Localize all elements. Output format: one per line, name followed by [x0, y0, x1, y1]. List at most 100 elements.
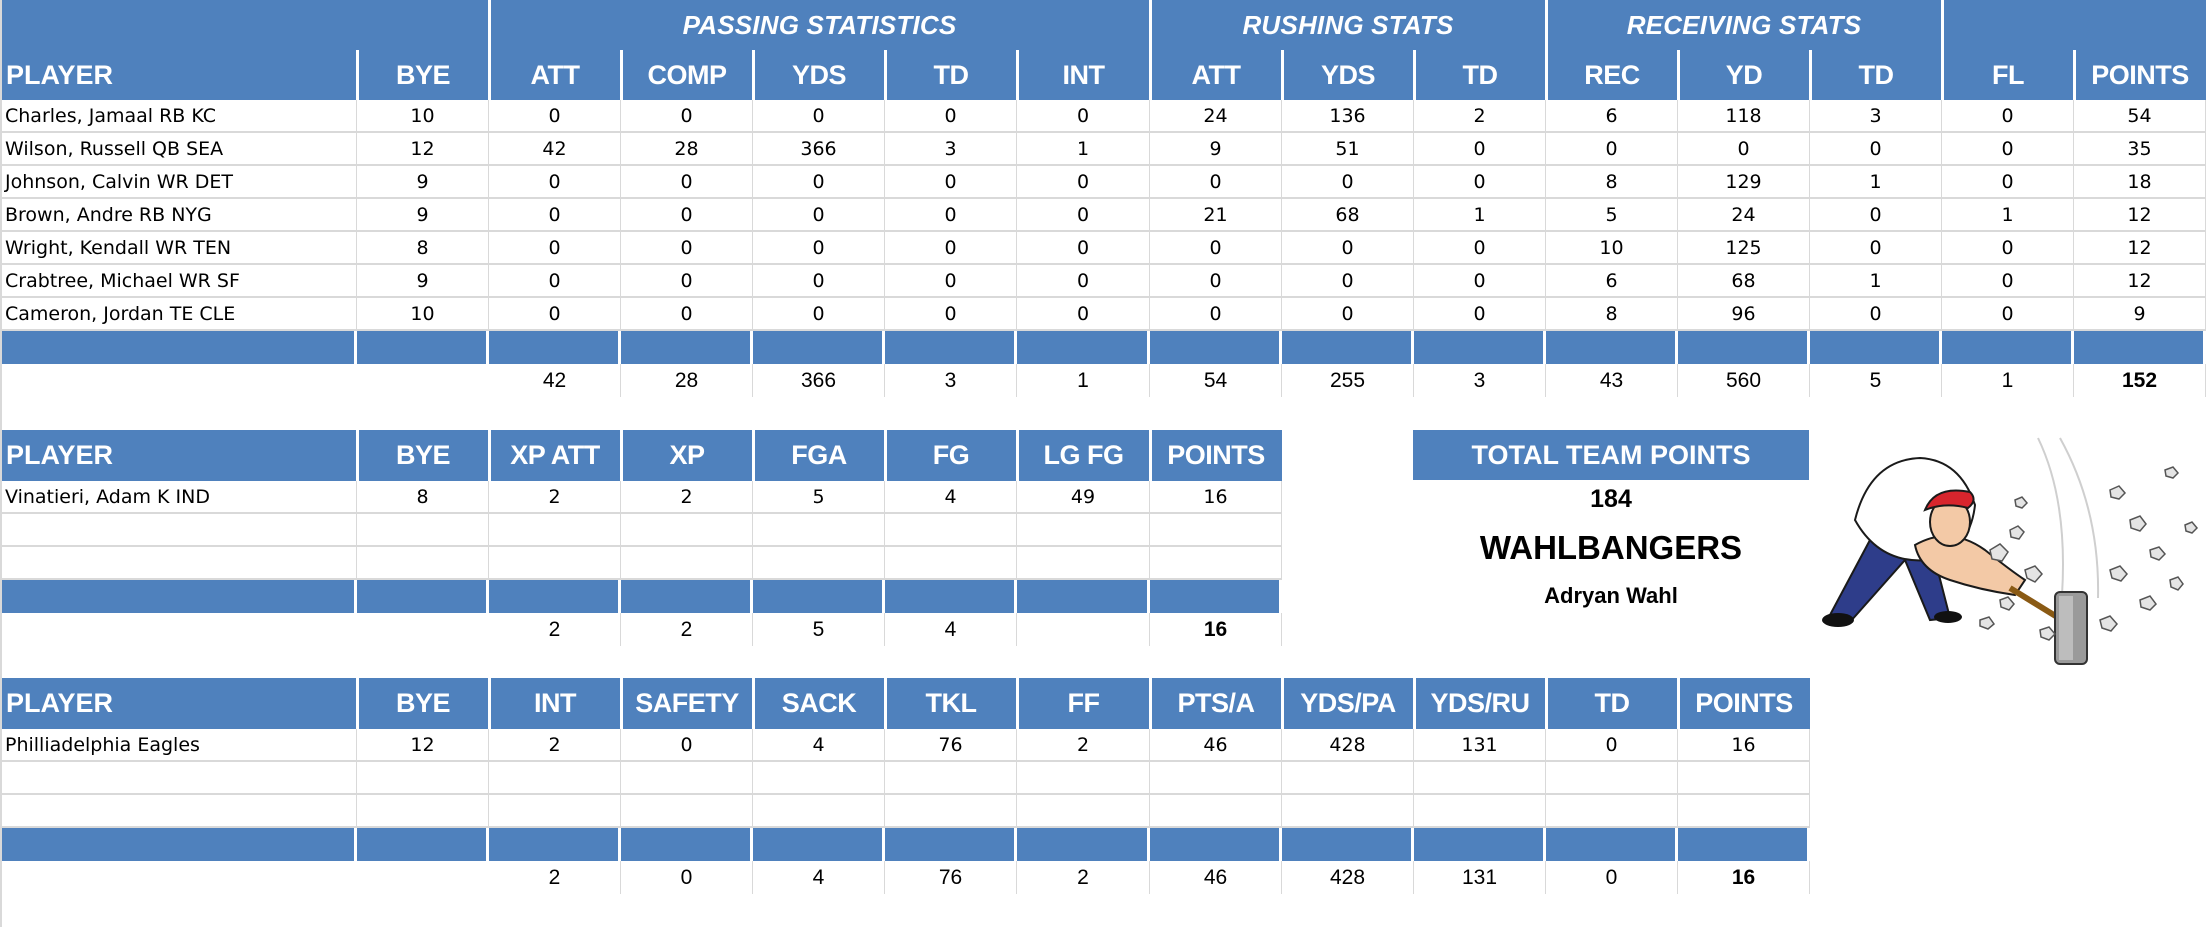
stat-cell-int[interactable]: 0 — [1017, 265, 1150, 298]
column-header-sack[interactable]: SACK — [781, 688, 857, 718]
stat-cell-rec[interactable]: 10 — [1546, 232, 1678, 265]
stat-cell-int[interactable] — [489, 762, 621, 795]
stat-cell-td[interactable]: 1 — [1810, 166, 1942, 199]
stat-cell-td[interactable]: 1 — [1810, 265, 1942, 298]
stat-cell-att[interactable]: 0 — [1150, 232, 1282, 265]
stat-cell-yds[interactable]: 0 — [753, 265, 885, 298]
column-header-xp[interactable]: XP — [669, 440, 705, 470]
column-header-bye[interactable]: BYE — [395, 688, 451, 718]
stat-cell-td[interactable]: 0 — [1810, 232, 1942, 265]
stat-cell-points[interactable]: 9 — [2074, 298, 2206, 331]
stat-cell-bye[interactable]: 9 — [357, 166, 489, 199]
stat-cell-pts-a[interactable] — [1150, 762, 1282, 795]
stat-cell-yds-pa[interactable] — [1282, 762, 1414, 795]
stat-cell-xp-att[interactable] — [489, 547, 621, 580]
stat-cell-td[interactable]: 0 — [1414, 298, 1546, 331]
stat-cell-att[interactable]: 0 — [489, 232, 621, 265]
column-header-bye[interactable]: BYE — [395, 59, 451, 90]
stat-cell-points[interactable] — [1678, 795, 1810, 828]
stat-cell-td[interactable]: 0 — [885, 166, 1017, 199]
column-header-player[interactable]: PLAYER — [6, 440, 114, 470]
stat-cell-yds-ru[interactable] — [1414, 762, 1546, 795]
stat-cell-yd[interactable]: 118 — [1678, 100, 1810, 133]
player-name-cell[interactable]: Charles, Jamaal RB KC — [0, 100, 357, 133]
player-name-cell[interactable]: Vinatieri, Adam K IND — [0, 481, 357, 514]
stat-cell-yds[interactable]: 0 — [1282, 265, 1414, 298]
stat-cell-yds-ru[interactable] — [1414, 795, 1546, 828]
stat-cell-td[interactable]: 0 — [1414, 232, 1546, 265]
stat-cell-points[interactable]: 12 — [2074, 199, 2206, 232]
stat-cell-yds-ru[interactable]: 131 — [1414, 729, 1546, 762]
stat-cell-bye[interactable]: 9 — [357, 199, 489, 232]
stat-cell-comp[interactable]: 28 — [621, 133, 753, 166]
stat-cell-yd[interactable]: 125 — [1678, 232, 1810, 265]
stat-cell-att[interactable]: 0 — [489, 100, 621, 133]
stat-cell-int[interactable]: 0 — [1017, 232, 1150, 265]
stat-cell-fga[interactable] — [753, 547, 885, 580]
stat-cell-xp[interactable] — [621, 514, 753, 547]
stat-cell-fg[interactable]: 4 — [885, 481, 1017, 514]
stat-cell-rec[interactable]: 8 — [1546, 298, 1678, 331]
player-name-cell[interactable]: Philliadelphia Eagles — [0, 729, 357, 762]
column-header-yds[interactable]: YDS — [1320, 59, 1376, 90]
stat-cell-bye[interactable] — [357, 547, 489, 580]
stat-cell-points[interactable] — [1150, 547, 1282, 580]
column-header-att[interactable]: ATT — [530, 59, 580, 90]
player-name-cell[interactable]: Cameron, Jordan TE CLE — [0, 298, 357, 331]
stat-cell-td[interactable]: 0 — [1810, 298, 1942, 331]
stat-cell-yds[interactable]: 0 — [753, 232, 885, 265]
stat-cell-yds[interactable]: 0 — [1282, 232, 1414, 265]
player-name-cell[interactable]: Brown, Andre RB NYG — [0, 199, 357, 232]
stat-cell-td[interactable]: 3 — [885, 133, 1017, 166]
stat-cell-int[interactable]: 0 — [1017, 166, 1150, 199]
stat-cell-points[interactable]: 35 — [2074, 133, 2206, 166]
stat-cell-lg-fg[interactable]: 49 — [1017, 481, 1150, 514]
stat-cell-yds[interactable]: 51 — [1282, 133, 1414, 166]
stat-cell-att[interactable]: 0 — [1150, 166, 1282, 199]
stat-cell-bye[interactable] — [357, 795, 489, 828]
stat-cell-pts-a[interactable]: 46 — [1150, 729, 1282, 762]
stat-cell-bye[interactable] — [357, 514, 489, 547]
stat-cell-sack[interactable]: 4 — [753, 729, 885, 762]
stat-cell-rec[interactable]: 6 — [1546, 265, 1678, 298]
stat-cell-fl[interactable]: 0 — [1942, 100, 2074, 133]
stat-cell-points[interactable]: 12 — [2074, 265, 2206, 298]
stat-cell-bye[interactable]: 10 — [357, 100, 489, 133]
stat-cell-lg-fg[interactable] — [1017, 514, 1150, 547]
stat-cell-int[interactable] — [489, 795, 621, 828]
column-header-yd[interactable]: YD — [1725, 59, 1763, 90]
stat-cell-bye[interactable]: 9 — [357, 265, 489, 298]
column-header-td[interactable]: TD — [1462, 59, 1499, 90]
stat-cell-yd[interactable]: 0 — [1678, 133, 1810, 166]
stat-cell-tkl[interactable]: 76 — [885, 729, 1017, 762]
stat-cell-ff[interactable]: 2 — [1017, 729, 1150, 762]
stat-cell-bye[interactable]: 8 — [357, 481, 489, 514]
column-header-safety[interactable]: SAFETY — [635, 688, 739, 718]
stat-cell-att[interactable]: 0 — [489, 166, 621, 199]
stat-cell-att[interactable]: 42 — [489, 133, 621, 166]
stat-cell-rec[interactable]: 6 — [1546, 100, 1678, 133]
column-header-att[interactable]: ATT — [1191, 59, 1241, 90]
column-header-fga[interactable]: FGA — [791, 440, 847, 470]
column-header-bye[interactable]: BYE — [395, 440, 451, 470]
stat-cell-yds[interactable]: 0 — [753, 166, 885, 199]
stat-cell-comp[interactable]: 0 — [621, 232, 753, 265]
stat-cell-td[interactable]: 0 — [1546, 729, 1678, 762]
player-name-cell[interactable]: Wilson, Russell QB SEA — [0, 133, 357, 166]
stat-cell-bye[interactable]: 12 — [357, 729, 489, 762]
player-name-cell[interactable] — [0, 762, 357, 795]
stat-cell-td[interactable]: 0 — [1414, 133, 1546, 166]
stat-cell-comp[interactable]: 0 — [621, 166, 753, 199]
stat-cell-safety[interactable]: 0 — [621, 729, 753, 762]
player-name-cell[interactable]: Crabtree, Michael WR SF — [0, 265, 357, 298]
stat-cell-points[interactable]: 54 — [2074, 100, 2206, 133]
player-name-cell[interactable]: Johnson, Calvin WR DET — [0, 166, 357, 199]
column-header-xp-att[interactable]: XP ATT — [510, 440, 600, 470]
stat-cell-lg-fg[interactable] — [1017, 547, 1150, 580]
stat-cell-fl[interactable]: 0 — [1942, 265, 2074, 298]
stat-cell-td[interactable]: 0 — [885, 265, 1017, 298]
stat-cell-td[interactable]: 1 — [1414, 199, 1546, 232]
stat-cell-xp-att[interactable] — [489, 514, 621, 547]
column-header-points[interactable]: POINTS — [1695, 688, 1793, 718]
stat-cell-bye[interactable]: 10 — [357, 298, 489, 331]
